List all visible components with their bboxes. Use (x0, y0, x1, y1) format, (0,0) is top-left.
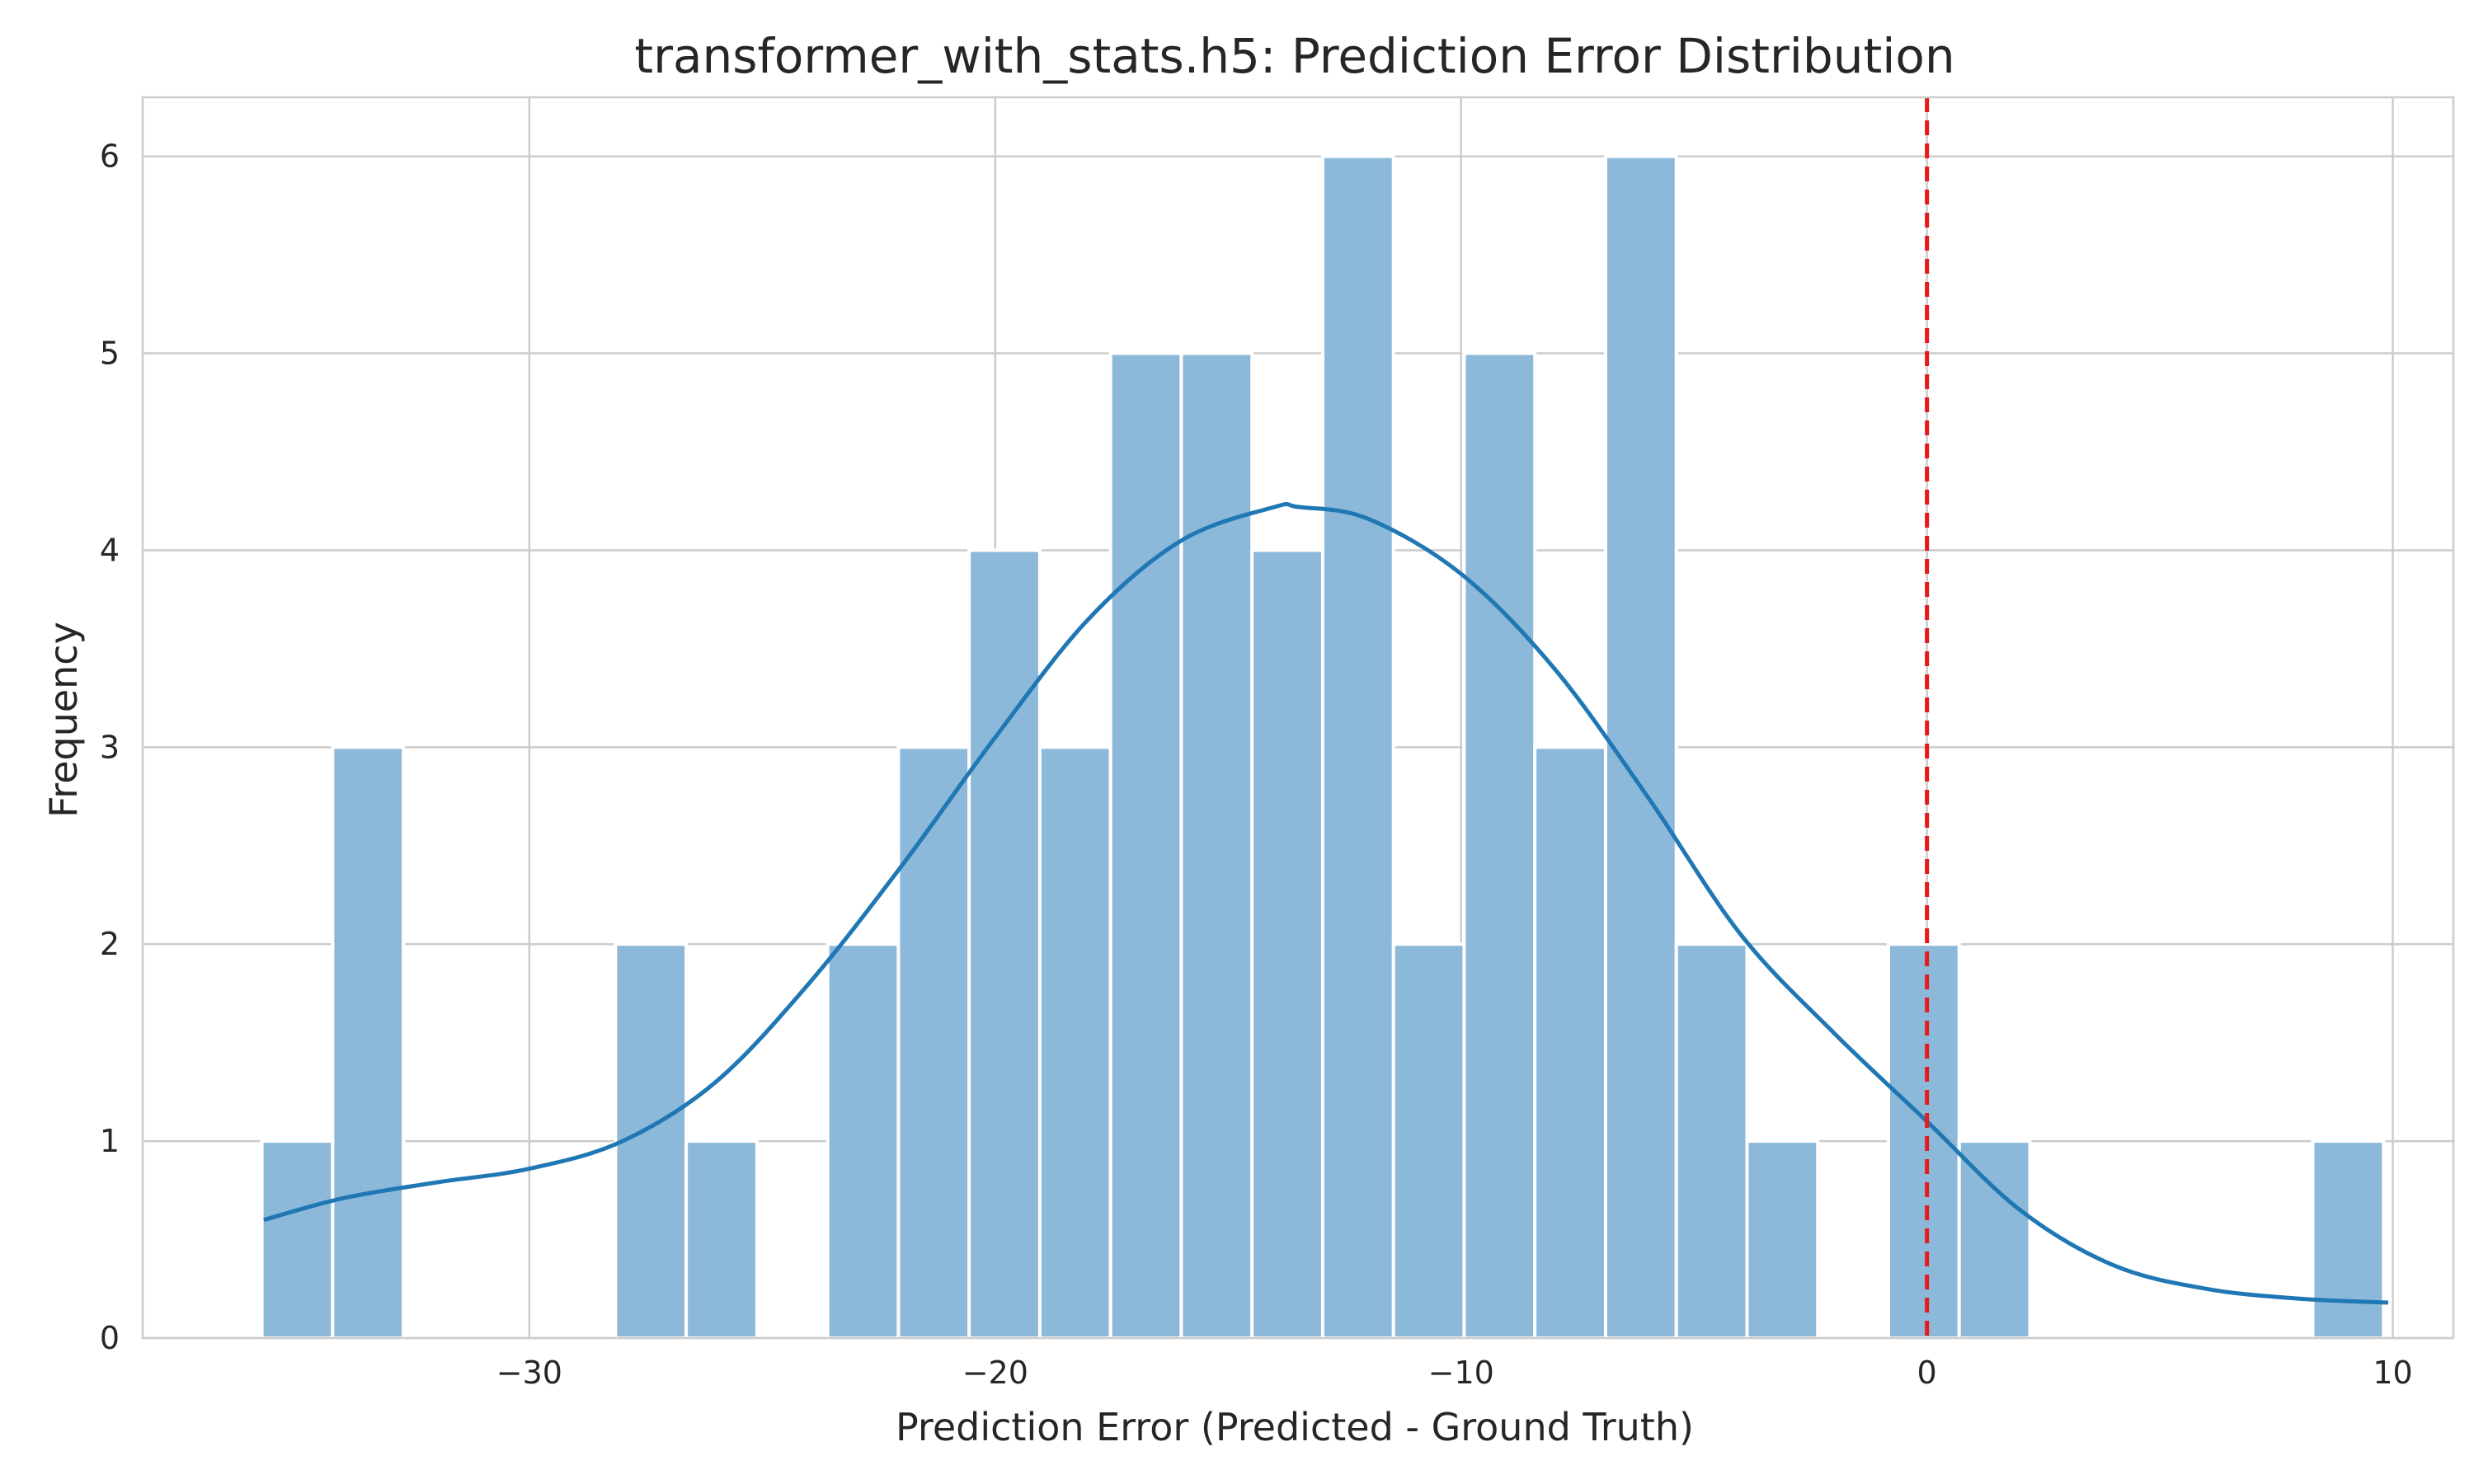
x-tick-label: 10 (2373, 1355, 2412, 1391)
x-tick-label: −10 (1428, 1355, 1494, 1391)
chart-title: transformer_with_stats.h5: Prediction Er… (634, 28, 1954, 84)
histogram-bar (1179, 351, 1254, 1340)
y-tick-label: 3 (100, 729, 120, 765)
histogram-bar (967, 548, 1042, 1340)
histogram-bar (1603, 154, 1678, 1341)
histogram-bar (2311, 1139, 2386, 1340)
kde-curve (263, 501, 2389, 1305)
x-axis-label: Prediction Error (Predicted - Ground Tru… (896, 1405, 1694, 1449)
histogram-bar (1108, 351, 1183, 1340)
x-axis-ticks: −30 −20 −10 0 10 (496, 1355, 2413, 1391)
histogram-bar (1745, 1139, 1820, 1340)
histogram-bar (1462, 351, 1537, 1340)
histogram-bar (1957, 1139, 2032, 1340)
histogram-bar (1674, 942, 1749, 1340)
x-tick-label: 0 (1917, 1355, 1937, 1391)
y-tick-label: 4 (100, 532, 120, 568)
histogram-bar (684, 1139, 759, 1340)
histogram-bar (331, 745, 406, 1340)
histogram-bar (1037, 745, 1112, 1340)
histogram-bar (1250, 548, 1324, 1340)
plot-frame (141, 96, 2455, 1340)
histogram-bar (825, 942, 901, 1340)
bar-layer (260, 154, 2386, 1341)
y-tick-label: 2 (100, 926, 120, 962)
histogram-bar (1320, 154, 1395, 1341)
histogram-bar (1391, 942, 1466, 1340)
y-axis-label: Frequency (41, 622, 86, 818)
y-tick-label: 1 (100, 1123, 120, 1159)
y-tick-label: 6 (100, 139, 120, 175)
x-tick-label: −30 (496, 1355, 562, 1391)
histogram-bar (896, 745, 971, 1340)
y-axis-ticks: 0 1 2 3 4 5 6 (100, 139, 120, 1356)
y-tick-label: 0 (100, 1320, 120, 1356)
histogram-bar (1533, 745, 1607, 1340)
histogram-bar (260, 1139, 335, 1340)
x-tick-label: −20 (962, 1355, 1028, 1391)
y-tick-label: 5 (100, 336, 120, 372)
